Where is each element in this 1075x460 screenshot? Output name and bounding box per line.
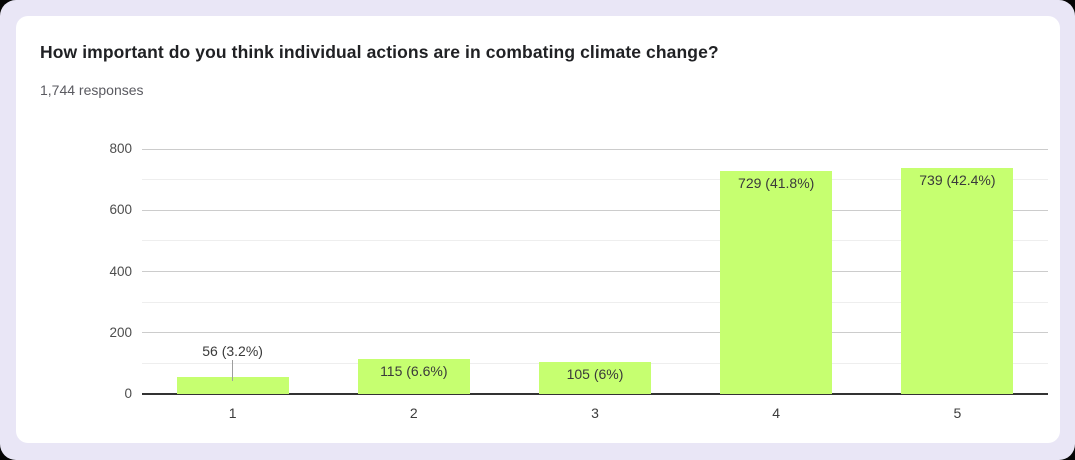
bar [176,376,289,394]
gridline [142,240,1048,242]
y-axis-tick-label: 0 [124,386,132,401]
bar-value-label: 56 (3.2%) [202,342,263,359]
bar-value-label: 105 (6%) [566,365,624,382]
response-summary-card: How important do you think individual ac… [16,16,1060,443]
question-title: How important do you think individual ac… [40,42,719,62]
y-axis-tick-label: 800 [109,141,132,156]
x-axis-tick-label: 4 [772,405,781,421]
bar-value-label: 729 (41.8%) [738,174,815,191]
gridline [142,148,1048,150]
x-axis-tick-label: 5 [953,405,962,421]
x-axis-tick-label: 1 [228,405,237,421]
responses-count: 1,744 responses [40,82,144,98]
gridline [142,209,1048,211]
gridline [142,332,1048,334]
bar-value-label: 115 (6.6%) [380,362,448,379]
bar [720,170,833,394]
bar [539,361,651,394]
x-axis-tick-label: 3 [591,405,599,421]
gridline [142,179,1048,181]
bar [901,167,1014,394]
gridline [142,271,1048,272]
y-axis-tick-label: 600 [109,202,132,218]
bar-value-label: 739 (42.4%) [919,171,996,188]
y-axis-tick-label: 200 [109,324,132,340]
bar-chart: 0 200 400 600 800 56 (3.2%) 1 115 (6.6%) 2 105 (6… [16,16,1060,443]
label-connector-line [232,359,234,381]
bar [357,358,470,394]
x-axis-tick-label: 2 [409,405,418,421]
y-axis-tick-label: 400 [109,263,132,279]
x-axis-line [142,393,1048,395]
gridline [142,301,1048,303]
